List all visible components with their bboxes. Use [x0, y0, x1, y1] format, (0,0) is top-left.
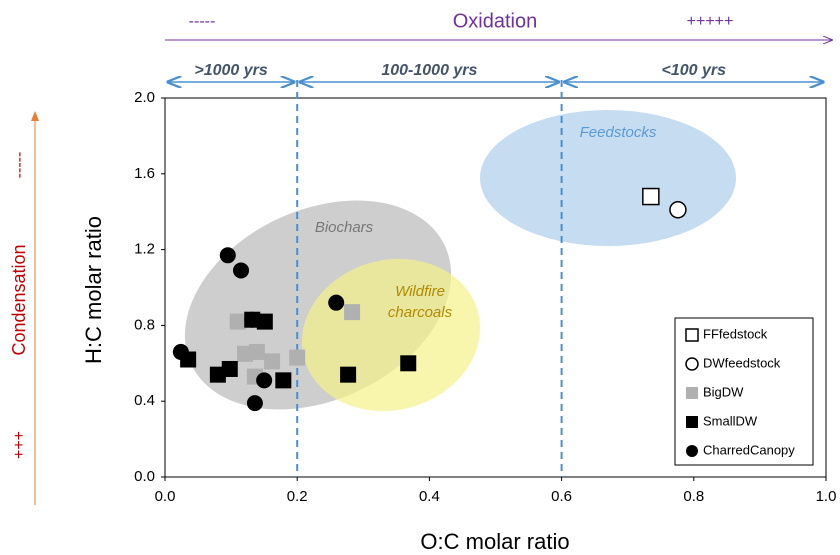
point: [248, 343, 265, 360]
legend-marker: [685, 328, 699, 342]
legend-marker: [686, 445, 698, 457]
y-tick-label: 0.8: [134, 316, 155, 333]
legend-marker: [685, 357, 699, 371]
y-tick-label: 1.2: [134, 241, 155, 258]
point: [340, 366, 357, 383]
point: [669, 201, 687, 219]
age-label: 100-1000 yrs: [381, 62, 477, 79]
arrow-low: -----: [189, 13, 216, 30]
y-tick-label: 0.4: [134, 392, 155, 409]
y-tick-label: 0.0: [134, 468, 155, 485]
x-tick-label: 0.2: [287, 488, 308, 505]
region-label: Biochars: [315, 219, 374, 236]
point: [344, 304, 361, 321]
arrow-low: +++: [11, 431, 28, 459]
legend-marker: [686, 416, 698, 428]
legend-label: SmallDW: [703, 413, 758, 428]
point: [328, 294, 345, 311]
plot-frame: [164, 97, 827, 478]
point: [275, 372, 292, 389]
point: [256, 313, 273, 330]
legend-label: CharredCanopy: [703, 442, 795, 457]
point: [256, 372, 273, 389]
point: [221, 360, 238, 377]
legend-label: BigDW: [703, 384, 744, 399]
point: [244, 311, 261, 328]
point: [172, 343, 189, 360]
y-tick-label: 2.0: [134, 89, 155, 106]
x-tick-label: 0.4: [419, 488, 440, 505]
point: [229, 313, 246, 330]
x-tick-label: 1.0: [816, 488, 837, 505]
point: [233, 262, 250, 279]
point: [264, 353, 281, 370]
arrow-high: +++++: [687, 13, 734, 30]
point: [642, 187, 660, 206]
region-label: charcoals: [388, 304, 453, 321]
y-tick-label: 1.6: [134, 165, 155, 182]
region-label: Wildfire: [395, 283, 445, 300]
x-axis-label: O:C molar ratio: [420, 529, 569, 554]
point: [219, 247, 236, 264]
x-tick-label: 0.0: [155, 488, 176, 505]
x-tick-label: 0.8: [683, 488, 704, 505]
legend-label: DWfeedstock: [703, 355, 781, 370]
legend-label: FFfedstock: [703, 326, 768, 341]
region-label: Feedstocks: [580, 124, 657, 141]
point: [400, 355, 417, 372]
legend-marker: [686, 387, 698, 399]
arrow-label: Oxidation: [453, 10, 538, 32]
age-label: <100 yrs: [662, 62, 727, 79]
arrow-high: -----: [11, 152, 28, 179]
x-tick-label: 0.6: [551, 488, 572, 505]
point: [289, 349, 306, 366]
arrow-label: Condensation: [9, 244, 29, 355]
point: [246, 395, 263, 412]
y-axis-label: H:C molar ratio: [81, 216, 106, 364]
age-label: >1000 yrs: [194, 62, 268, 79]
